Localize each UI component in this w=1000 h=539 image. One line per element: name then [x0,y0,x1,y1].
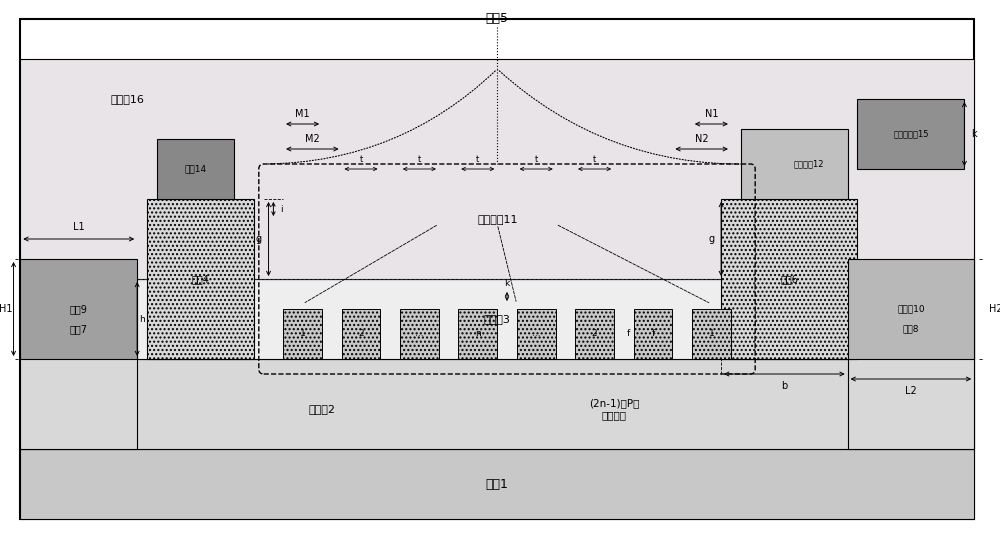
Text: N1: N1 [705,109,718,119]
Text: (2n-1)个P型
半导体块: (2n-1)个P型 半导体块 [589,398,639,420]
Text: t: t [359,155,363,163]
Text: 浮岛5: 浮岛5 [486,12,509,25]
Bar [848,279,974,449]
Text: 钝化层16: 钝化层16 [110,94,144,104]
Bar [458,309,497,359]
Bar [848,259,974,359]
Bar [20,259,137,359]
Text: H2: H2 [989,304,1000,314]
Text: n: n [475,329,481,338]
Bar [20,359,974,449]
Text: 漏岛金属12: 漏岛金属12 [793,160,824,169]
Bar [20,279,137,449]
Bar [575,309,614,359]
Text: g: g [708,234,714,244]
Text: t: t [593,155,596,163]
Bar [517,309,556,359]
Text: 衬底1: 衬底1 [486,478,509,490]
Text: H1: H1 [0,304,13,314]
Text: ...: ... [532,329,540,338]
Text: 浮岛金属11: 浮岛金属11 [477,214,518,224]
Text: 漏接触10: 漏接触10 [897,305,925,314]
Bar [283,309,322,359]
Text: ...: ... [415,329,424,338]
Text: 漏岛6: 漏岛6 [780,274,798,284]
Bar [692,309,731,359]
Text: 2: 2 [592,329,597,338]
Text: N2: N2 [695,134,708,144]
Text: 栅极14: 栅极14 [184,164,207,174]
Text: M1: M1 [295,109,310,119]
Bar [342,309,380,359]
Bar [20,59,974,279]
Text: 1: 1 [708,329,714,338]
Text: g: g [256,234,262,244]
Text: f: f [627,329,630,338]
Bar [20,449,974,519]
Text: i: i [280,204,283,213]
Text: k: k [504,280,510,288]
Text: 势垒层3: 势垒层3 [484,314,511,324]
Text: 2: 2 [358,329,364,338]
Bar [157,139,234,199]
Bar [147,199,254,359]
Bar [400,309,439,359]
Text: h: h [139,314,145,323]
Text: b: b [781,381,787,391]
Text: t: t [418,155,421,163]
Text: t: t [476,155,479,163]
Text: 栅岛4: 栅岛4 [191,274,209,284]
Text: f: f [651,329,655,338]
Text: M2: M2 [305,134,320,144]
Text: k: k [971,129,977,139]
Bar [634,309,672,359]
Text: t: t [535,155,538,163]
Text: L2: L2 [905,386,917,396]
Bar [721,199,857,359]
Text: 源槽7: 源槽7 [70,324,88,334]
Text: 肖特基接触15: 肖特基接触15 [893,129,929,139]
Text: L1: L1 [73,222,85,232]
Bar [20,279,974,359]
Bar [741,129,848,199]
Bar [857,99,964,169]
Text: 过渡层2: 过渡层2 [309,404,336,414]
Text: 源极9: 源极9 [70,304,88,314]
Text: 1: 1 [300,329,305,338]
Text: 漏槽8: 漏槽8 [903,324,919,334]
